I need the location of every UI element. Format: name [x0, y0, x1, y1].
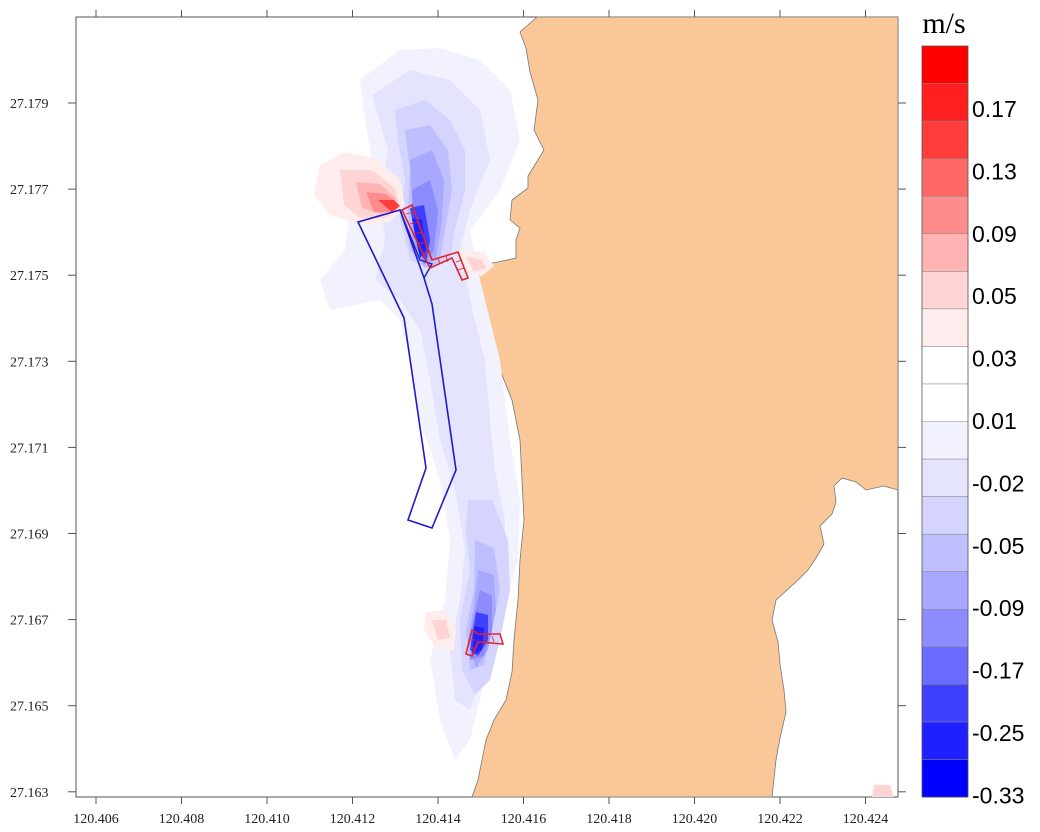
breakwater-north-hatch	[405, 211, 465, 271]
x-tick-label: 120.414	[415, 812, 461, 827]
negative-velocity-contours	[320, 48, 520, 760]
colorbar-swatch	[922, 271, 968, 310]
colorbar-label: 0.03	[972, 346, 1017, 372]
colorbar-legend: m/s 0.17 0.13 0.09 0.05 0.03 0.01 -0.02 -0.05 -0…	[921, 7, 1024, 808]
colorbar-swatch	[922, 496, 968, 535]
colorbar-swatch	[922, 759, 968, 798]
colorbar-label: -0.25	[972, 720, 1024, 746]
colorbar-label: 0.05	[972, 283, 1017, 309]
breakwater-north	[400, 203, 470, 281]
colorbar-label: 0.09	[972, 221, 1017, 247]
colorbar-swatch	[922, 571, 968, 610]
colorbar-swatch	[922, 534, 968, 573]
y-tick-label: 27.177	[10, 183, 49, 198]
y-tick-label: 27.165	[10, 700, 49, 715]
colorbar-label: -0.02	[972, 470, 1024, 496]
y-tick-label: 27.163	[10, 786, 49, 801]
colorbar-swatch	[922, 308, 968, 347]
x-tick-label: 120.420	[672, 812, 718, 827]
colorbar-swatch	[922, 121, 968, 160]
project-boundary-inner	[399, 209, 434, 279]
colorbar-swatch	[922, 684, 968, 723]
project-boundary	[356, 209, 457, 529]
colorbar-swatch	[922, 459, 968, 498]
colorbar-swatch	[922, 83, 968, 122]
x-tick-label: 120.410	[244, 812, 290, 827]
colorbar-swatch	[922, 383, 968, 422]
colorbar-swatch	[922, 158, 968, 197]
breakwater-south-hatch	[470, 635, 495, 649]
breakwater-structures	[400, 203, 505, 657]
y-axis: 27.179 27.177 27.175 27.173 27.171 27.169 27.1…	[10, 97, 906, 801]
colorbar-label: 0.01	[972, 408, 1017, 434]
colorbar-border	[921, 45, 969, 798]
colorbar-swatch	[922, 721, 968, 760]
y-tick-label: 27.175	[10, 269, 49, 284]
plot-content	[314, 16, 899, 798]
colorbar-swatch	[922, 46, 968, 85]
colorbar-label: -0.33	[972, 782, 1024, 808]
x-tick-label: 120.408	[159, 812, 205, 827]
x-tick-label: 120.418	[586, 812, 632, 827]
colorbar-label: 0.13	[972, 158, 1017, 184]
colorbar-swatch	[922, 233, 968, 272]
y-tick-label: 27.169	[10, 528, 49, 543]
colorbar-swatch	[922, 609, 968, 648]
x-tick-label: 120.416	[501, 812, 547, 827]
y-tick-label: 27.179	[10, 97, 49, 112]
x-tick-label: 120.424	[843, 812, 889, 827]
y-tick-label: 27.167	[10, 614, 49, 629]
colorbar-label: -0.09	[972, 595, 1024, 621]
y-tick-label: 27.173	[10, 355, 49, 370]
positive-velocity-contours	[314, 152, 894, 797]
colorbar-label: 0.17	[972, 96, 1017, 122]
x-tick-label: 120.412	[330, 812, 376, 827]
x-axis: 120.406 120.408 120.410 120.412 120.414 120.4…	[73, 10, 888, 827]
y-tick-label: 27.171	[10, 441, 49, 456]
colorbar-label: -0.17	[972, 658, 1024, 684]
colorbar-swatch	[922, 346, 968, 385]
colorbar-swatch	[922, 421, 968, 460]
colorbar-label: -0.05	[972, 533, 1024, 559]
breakwater-south	[465, 628, 505, 657]
colorbar-swatch	[922, 196, 968, 235]
colorbar-swatch	[922, 646, 968, 685]
colorbar-unit: m/s	[922, 7, 965, 40]
x-tick-label: 120.406	[73, 812, 119, 827]
x-tick-label: 120.422	[757, 812, 803, 827]
land-area	[469, 16, 899, 798]
